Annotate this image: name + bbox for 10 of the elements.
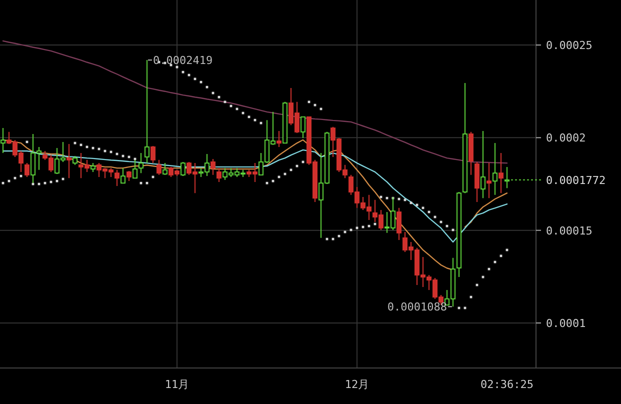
annotation: 0.0001088 (387, 300, 452, 314)
x-tick-label: 02:36:25 (480, 378, 534, 391)
x-tick-label: 12月 (344, 378, 370, 391)
ref-line-label: 0.0001772 (546, 174, 606, 187)
y-tick-label: 0.00025 (546, 39, 592, 52)
y-tick-label: 0.0001 (546, 316, 586, 330)
annotation: 0.0002419 (148, 54, 213, 68)
y-tick-label: 0.00015 (546, 224, 592, 238)
y-tick-label: 0.0002 (546, 132, 586, 145)
x-tick-label: 11月 (164, 378, 190, 391)
